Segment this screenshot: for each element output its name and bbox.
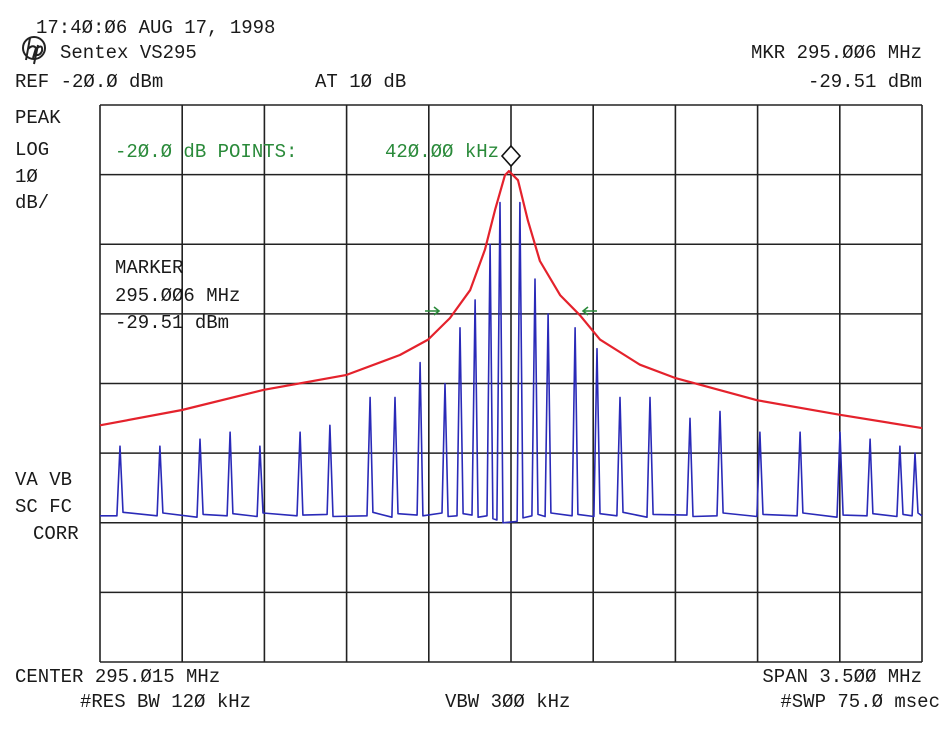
sweep-time: #SWP 75.Ø msec: [780, 691, 940, 713]
grid: [99, 104, 923, 663]
traces: [99, 170, 923, 524]
resolution-bandwidth: #RES BW 12Ø kHz: [80, 691, 251, 713]
mode-label: LOG: [15, 139, 49, 161]
video-bandwidth: VBW 3ØØ kHz: [445, 691, 570, 713]
status-label: VA VB: [15, 469, 72, 491]
status-label: CORR: [33, 523, 79, 545]
db-point-arrows: [425, 306, 597, 316]
marker-frequency: 295.ØØ6 MHz: [115, 285, 240, 307]
trace: [100, 201, 923, 524]
instrument: Sentex VS295: [60, 42, 197, 64]
reference-level: REF -2Ø.Ø dBm: [15, 71, 163, 93]
timestamp: 17:4Ø:Ø6 AUG 17, 1998: [36, 17, 275, 39]
mode-label: dB/: [15, 192, 49, 214]
attenuation: AT 1Ø dB: [315, 71, 406, 93]
mode-label: PEAK: [15, 107, 61, 129]
trace: [99, 170, 923, 430]
marker-level-header: -29.51 dBm: [808, 71, 922, 93]
mode-label: 1Ø: [15, 166, 38, 188]
status-label: SC FC: [15, 496, 72, 518]
marker-diamond: [500, 144, 522, 168]
marker-freq-header: MKR 295.ØØ6 MHz: [751, 42, 922, 64]
span: SPAN 3.5ØØ MHz: [762, 666, 922, 688]
db-points-label: -2Ø.Ø dB POINTS:: [115, 141, 297, 163]
marker-level: -29.51 dBm: [115, 312, 229, 334]
center-frequency: CENTER 295.Ø15 MHz: [15, 666, 220, 688]
hp-logo: [22, 36, 46, 65]
marker-title: MARKER: [115, 257, 183, 279]
db-points-value: 42Ø.ØØ kHz: [385, 141, 499, 163]
